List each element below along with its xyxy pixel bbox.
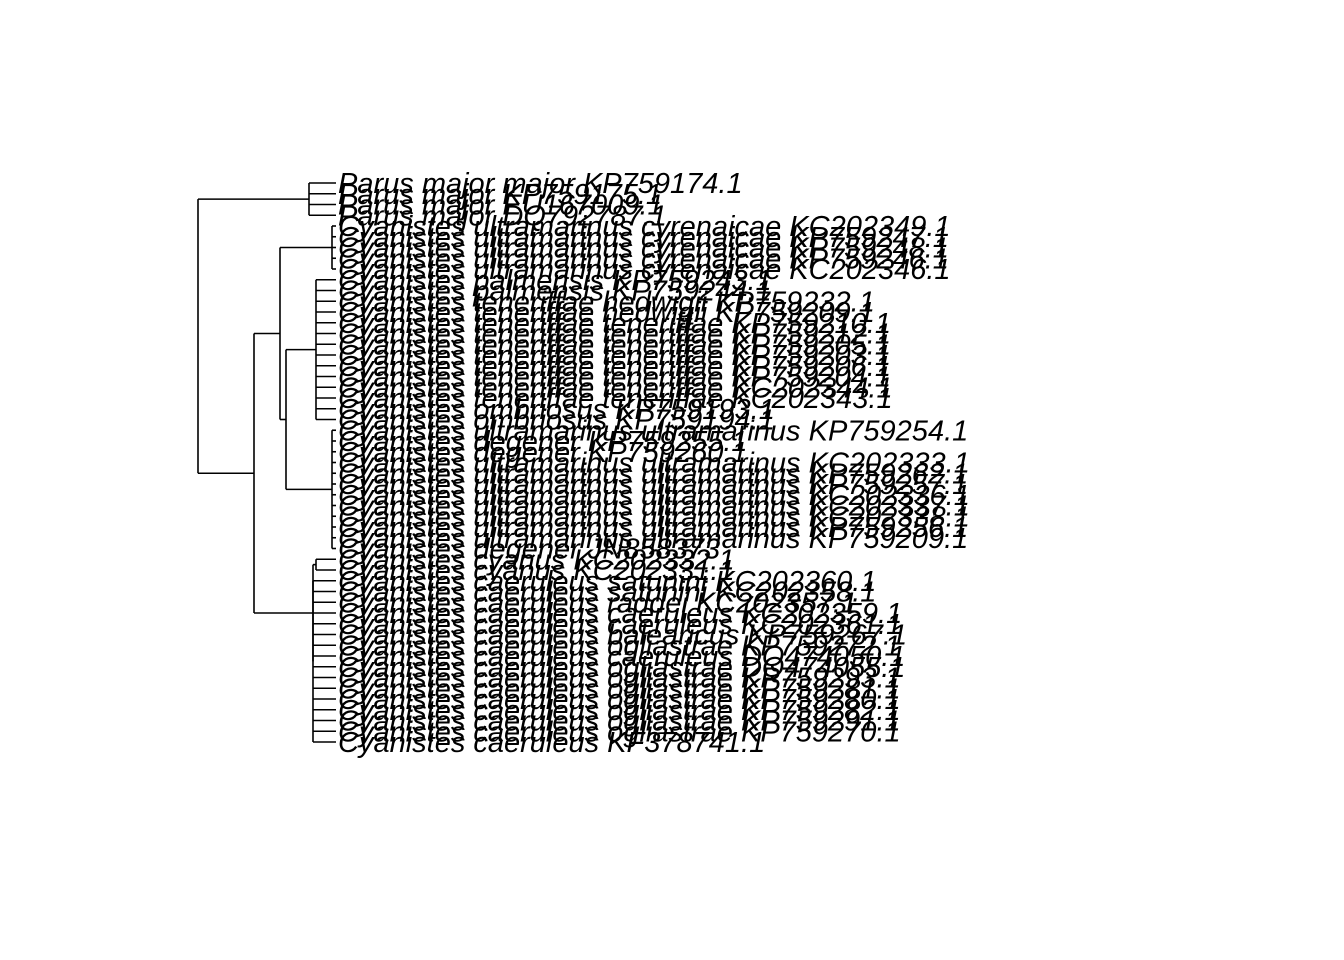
tip-label: Cyanistes caeruleus satunini KC202358.1 <box>338 577 876 609</box>
tip-label: Cyanistes ultramarinus cyrenaicae KC2023… <box>338 211 951 243</box>
tip-label: Cyanistes caeruleus balearicus KP759267.… <box>338 620 907 652</box>
tip-label: Parus major DQ792787.1 <box>338 200 667 232</box>
tip-label: Cyanistes ultramarinus cyrenaicae KC2023… <box>338 254 951 286</box>
tip-label: Cyanistes caeruleus satunini KC202360.1 <box>338 566 876 598</box>
tip-label: Cyanistes teneriffae teneriffae KP759210… <box>338 308 891 340</box>
tip-label: Cyanistes caeruleus ogliastrae KP759272.… <box>338 630 901 662</box>
tip-label: Cyanistes degener KP759255.1 <box>338 426 748 458</box>
tip-label: Parus major major KP759174.1 <box>338 168 743 200</box>
tip-label: Cyanistes degener JN858373 <box>338 534 720 566</box>
tip-label: Cyanistes ombriosus KP759193.1 <box>338 394 775 426</box>
tip-label: Cyanistes caeruleus ogliastrae KP759282.… <box>338 695 901 727</box>
tip-label: Cyanistes degener KP759260.1 <box>338 437 748 469</box>
tip-label: Cyanistes caeruleus ogliastrae DQ474055.… <box>338 652 905 684</box>
tip-label: Cyanistes ultramarinus ultramarinus KC20… <box>338 491 970 523</box>
tip-label: Cyanistes ultramarinus ultramarinus KC20… <box>338 448 970 480</box>
tip-label: Cyanistes caeruleus caeruleus KC202361.1 <box>338 609 902 641</box>
tip-label: Parus major KP759175.1 <box>338 179 662 211</box>
tip-label: Cyanistes ultramarinus ultramarinus KC20… <box>338 501 970 533</box>
tip-label: Cyanistes palmensis KP759244.1 <box>338 276 772 308</box>
tip-label: Cyanistes ultramarinus ultramarinus KC20… <box>338 480 970 512</box>
tip-label: Cyanistes teneriffae teneriffae KP759203… <box>338 340 891 372</box>
tip-label: Cyanistes palmensis KP759243.1 <box>338 265 772 297</box>
tip-label: Cyanistes teneriffae teneriffae KP759204… <box>338 362 891 394</box>
tip-label: Cyanistes ombriosus KP759194.1 <box>338 405 775 437</box>
tip-label: Parus major EU167009.1 <box>338 190 664 222</box>
tip-label: Cyanistes caeruleus ogliastrae KP759281.… <box>338 673 901 705</box>
tip-label: Cyanistes caeruleus ogliastrae KP759291.… <box>338 706 901 738</box>
tip-label: Cyanistes cyanus KC202331.1 <box>338 555 735 587</box>
tip-label: Cyanistes teneriffae hedwigii KP759209.1 <box>338 297 875 329</box>
tree-branches <box>197 182 336 743</box>
tip-label: Cyanistes caeruleus ogliastrae KP759270.… <box>338 716 901 748</box>
tip-label: Cyanistes ultramarinus ultramarinus KP75… <box>338 512 968 544</box>
tip-label: Cyanistes caeruleus caeruleus DQ474050.1 <box>338 641 905 673</box>
tip-label: Cyanistes teneriffae teneriffae KC202343… <box>338 383 893 415</box>
tip-label: Cyanistes caeruleus raddei KC202357.1 <box>338 587 857 619</box>
tip-label: Cyanistes caeruleus ogliastrae KP759293.… <box>338 663 901 695</box>
tip-label: Cyanistes teneriffae hedwigii KP759232.1 <box>338 286 875 318</box>
tip-label: Cyanistes caeruleus ogliastrae KP759280.… <box>338 684 901 716</box>
tip-label: Cyanistes teneriffae teneriffae KP759205… <box>338 329 891 361</box>
tip-label: Cyanistes ultramarinus cyrenaicae KP7592… <box>338 233 949 265</box>
tip-label: Cyanistes cyanus KC202332.1 <box>338 544 735 576</box>
tip-label: Cyanistes caeruleus caeruleus KC202359.1 <box>338 598 902 630</box>
tip-label: Cyanistes caeruleus KF378741.1 <box>338 727 765 759</box>
tip-label: Cyanistes teneriffae teneriffae KP759206… <box>338 351 891 383</box>
tip-label: Cyanistes ultramarinus ultramarinus KP75… <box>338 458 968 490</box>
tip-label: Cyanistes teneriffae teneriffae KC202344… <box>338 372 893 404</box>
tip-label: Cyanistes teneriffae teneriffae KP759212… <box>338 319 891 351</box>
tip-label: Cyanistes ultramarinus cyrenaicae KP7592… <box>338 243 949 275</box>
tip-label: Cyanistes ultramarinus ultramarinus KP75… <box>338 469 968 501</box>
tip-label: Cyanistes ultramarinus cyrenaicae KP7592… <box>338 222 949 254</box>
tip-label: Cyanistes ultramarinus ultramarinus KP75… <box>338 523 968 555</box>
tip-label: Cyanistes ultramarinus ultramarinus KP75… <box>338 415 968 447</box>
